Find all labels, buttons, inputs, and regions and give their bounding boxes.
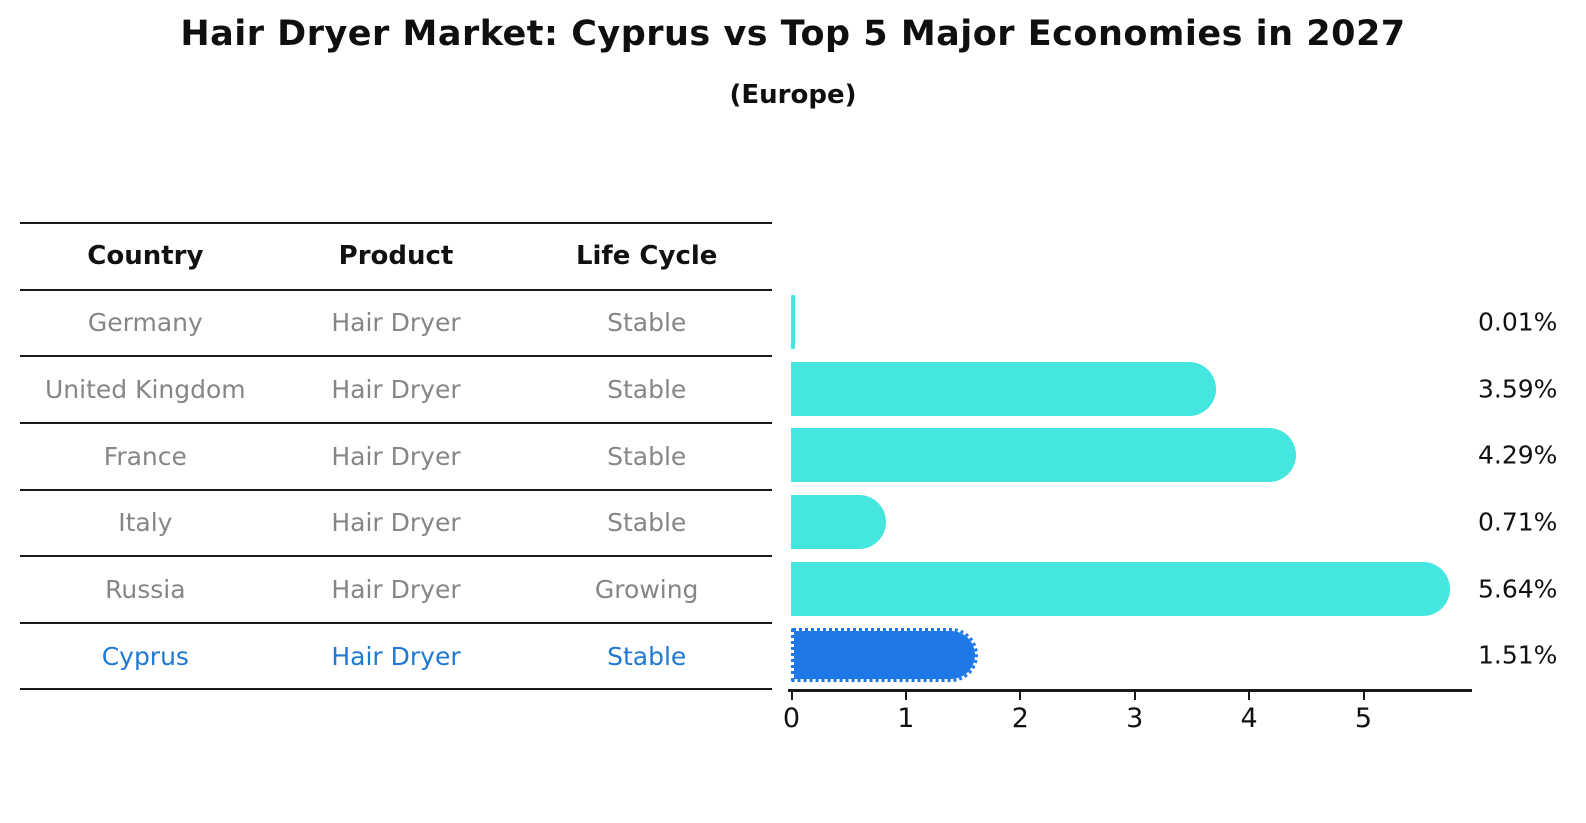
cell-country: France: [103, 441, 187, 471]
x-axis-line: [788, 689, 1472, 692]
cell-life-cycle: Stable: [607, 308, 687, 338]
bar-france: [791, 428, 1296, 483]
cell-life-cycle: Stable: [607, 641, 687, 671]
tick-mark: [904, 691, 907, 700]
market-table: Country Product Life Cycle Germany Hair …: [20, 222, 772, 691]
value-label: 0.01%: [1478, 307, 1558, 337]
chart-title: Hair Dryer Market: Cyprus vs Top 5 Major…: [180, 14, 1406, 54]
cell-product: Hair Dryer: [331, 308, 461, 338]
bar-row-italy: 0.71%: [0, 489, 1586, 556]
table-row-france: France Hair Dryer Stable: [20, 424, 772, 491]
column-header-life-cycle: Life Cycle: [575, 241, 718, 272]
value-label: 0.71%: [1478, 507, 1558, 537]
bar-russia: [791, 561, 1450, 616]
bar-row-united-kingdom: 3.59%: [0, 355, 1586, 422]
bar-germany: [791, 295, 795, 349]
chart-subtitle: (Europe): [729, 80, 857, 110]
cell-life-cycle: Stable: [607, 375, 687, 405]
value-label: 1.51%: [1478, 640, 1558, 670]
value-label: 3.59%: [1478, 374, 1558, 404]
cell-country: Germany: [87, 308, 203, 338]
cell-product: Hair Dryer: [331, 574, 461, 604]
cell-country: Russia: [105, 574, 186, 604]
cell-country: Italy: [118, 508, 173, 538]
tick-mark: [1019, 691, 1022, 700]
cell-product: Hair Dryer: [331, 508, 461, 538]
column-header-product: Product: [338, 241, 454, 272]
tick-mark: [790, 691, 793, 700]
table-row-italy: Italy Hair Dryer Stable: [20, 491, 772, 558]
table-row-cyprus: Cyprus Hair Dryer Stable: [20, 624, 772, 691]
bar-row-france: 4.29%: [0, 422, 1586, 489]
cell-country: United Kingdom: [45, 375, 246, 405]
bar-italy: [791, 494, 886, 549]
bar-row-cyprus: 1.51%: [0, 622, 1586, 689]
cell-life-cycle: Stable: [607, 441, 687, 471]
tick-label: 5: [1354, 703, 1373, 734]
tick-label: 0: [782, 703, 801, 734]
tick-mark: [1362, 691, 1365, 700]
tick-label: 4: [1240, 703, 1258, 734]
tick-label: 3: [1126, 703, 1144, 734]
cell-product: Hair Dryer: [331, 441, 461, 471]
table-header-row: Country Product Life Cycle: [20, 224, 772, 291]
table-row-germany: Germany Hair Dryer Stable: [20, 291, 772, 358]
cell-product: Hair Dryer: [331, 641, 461, 671]
bar-united-kingdom: [791, 361, 1216, 416]
table-row-united-kingdom: United Kingdom Hair Dryer Stable: [20, 357, 772, 424]
tick-mark: [1248, 691, 1251, 700]
tick-mark: [1133, 691, 1136, 700]
value-label: 5.64%: [1478, 574, 1558, 604]
bar-row-germany: 0.01%: [0, 289, 1586, 356]
tick-label: 1: [897, 703, 915, 734]
cell-country: Cyprus: [101, 641, 189, 671]
column-header-country: Country: [87, 241, 204, 272]
cell-life-cycle: Growing: [594, 574, 699, 604]
value-label: 4.29%: [1478, 440, 1558, 470]
bar-cyprus: [791, 628, 978, 683]
tick-label: 2: [1011, 703, 1029, 734]
cell-life-cycle: Stable: [607, 508, 687, 538]
bar-row-russia: 5.64%: [0, 555, 1586, 622]
table-row-russia: Russia Hair Dryer Growing: [20, 557, 772, 624]
cell-product: Hair Dryer: [331, 375, 461, 405]
